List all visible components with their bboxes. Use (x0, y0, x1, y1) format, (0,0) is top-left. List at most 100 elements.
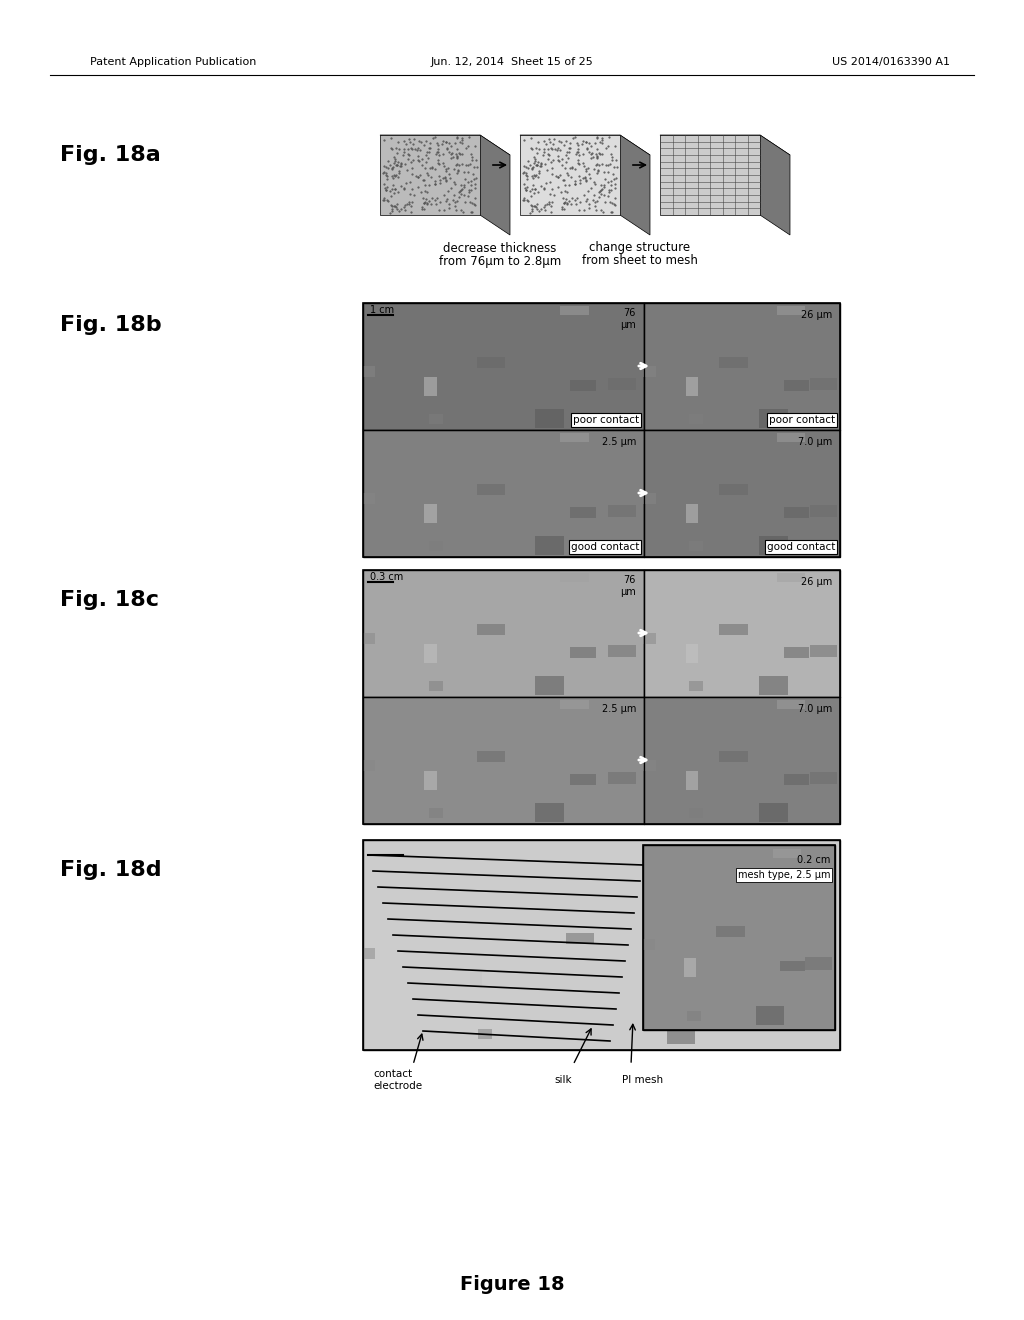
Point (588, 154, 604, 176)
Point (556, 193, 572, 214)
Point (423, 194, 439, 215)
Point (567, 158, 584, 180)
Point (418, 189, 434, 210)
Point (386, 182, 402, 203)
Point (439, 181, 456, 202)
Point (391, 162, 408, 183)
Point (421, 190, 437, 211)
Point (389, 154, 406, 176)
Point (460, 186, 476, 207)
Point (446, 173, 463, 194)
Point (430, 139, 446, 160)
Bar (362, 697, 644, 824)
Point (460, 162, 476, 183)
Point (582, 168, 598, 189)
Point (557, 157, 573, 178)
Point (600, 135, 616, 156)
Point (435, 156, 452, 177)
Point (572, 191, 589, 213)
Point (416, 170, 432, 191)
Point (454, 153, 470, 174)
Point (532, 153, 549, 174)
Point (389, 181, 406, 202)
Point (526, 195, 543, 216)
Point (518, 156, 535, 177)
Point (414, 197, 430, 218)
Bar (644, 570, 840, 697)
Point (574, 133, 591, 154)
Point (574, 131, 591, 152)
Point (409, 140, 425, 161)
Point (562, 132, 579, 153)
Point (463, 170, 479, 191)
Point (445, 172, 462, 193)
Point (443, 148, 460, 169)
Point (401, 144, 418, 165)
Point (469, 156, 485, 177)
Bar (689, 681, 702, 690)
Point (542, 172, 558, 193)
Point (590, 160, 606, 181)
Point (436, 166, 453, 187)
Point (462, 153, 478, 174)
Point (580, 137, 596, 158)
Point (567, 173, 584, 194)
Point (541, 128, 557, 149)
Bar (689, 541, 702, 550)
Bar (536, 804, 564, 822)
Point (520, 150, 537, 172)
Bar (362, 840, 840, 1049)
Point (410, 137, 426, 158)
Point (379, 166, 395, 187)
Point (437, 191, 454, 213)
Polygon shape (620, 135, 650, 235)
Point (454, 127, 470, 148)
Point (585, 189, 601, 210)
Point (396, 139, 413, 160)
Point (419, 193, 435, 214)
Point (417, 181, 433, 202)
Bar (686, 644, 698, 663)
Bar (565, 933, 594, 944)
Point (593, 199, 609, 220)
Point (519, 169, 536, 190)
Point (390, 152, 407, 173)
Point (561, 190, 578, 211)
Point (578, 170, 594, 191)
Point (553, 182, 569, 203)
Point (437, 161, 454, 182)
Point (458, 137, 474, 158)
Point (567, 127, 584, 148)
Point (599, 162, 615, 183)
Point (413, 182, 429, 203)
Point (605, 164, 622, 185)
Text: Patent Application Publication: Patent Application Publication (90, 57, 256, 67)
Point (427, 158, 443, 180)
Point (531, 162, 548, 183)
Point (581, 197, 597, 218)
Point (563, 166, 580, 187)
Point (442, 136, 459, 157)
Point (529, 181, 546, 202)
Point (571, 170, 588, 191)
Point (549, 137, 565, 158)
Point (589, 147, 605, 168)
Point (532, 176, 549, 197)
Point (594, 153, 610, 174)
Point (537, 194, 553, 215)
Point (466, 169, 482, 190)
Point (523, 185, 540, 206)
Bar (560, 573, 590, 582)
Point (402, 131, 419, 152)
Point (598, 137, 614, 158)
Point (592, 131, 608, 152)
Point (554, 198, 570, 219)
Point (598, 154, 614, 176)
Point (578, 168, 594, 189)
Point (544, 139, 560, 160)
Point (454, 143, 470, 164)
Point (399, 160, 416, 181)
Point (437, 158, 454, 180)
Point (591, 186, 607, 207)
Point (458, 154, 474, 176)
